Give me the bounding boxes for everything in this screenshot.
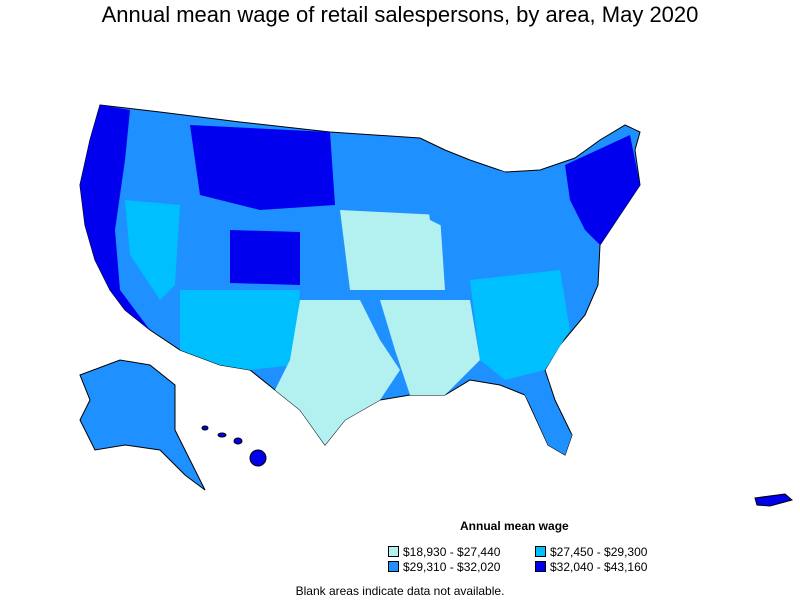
northeast-region: [565, 135, 640, 245]
legend-swatch-2: [535, 546, 546, 557]
mountain-north-region: [190, 125, 335, 210]
legend-item-3: $29,310 - $32,020: [388, 560, 500, 574]
legend-label-2: $27,450 - $29,300: [550, 545, 648, 559]
colorado-region: [230, 230, 300, 285]
legend-swatch-1: [388, 546, 399, 557]
alaska-shape: [79, 359, 206, 491]
great-lakes-region: [420, 150, 520, 240]
legend-label-1: $18,930 - $27,440: [403, 545, 501, 559]
blank-areas-note: Blank areas indicate data not available.: [295, 584, 505, 598]
hawaii-islands: [201, 425, 267, 467]
legend-title: Annual mean wage: [460, 519, 569, 533]
texas-region: [275, 300, 400, 445]
legend-item-1: $18,930 - $27,440: [388, 545, 500, 559]
west-coast-region: [80, 105, 150, 330]
legend-item-2: $27,450 - $29,300: [535, 545, 647, 559]
legend-item-4: $32,040 - $43,160: [535, 560, 647, 574]
midwest-region: [340, 210, 445, 290]
nevada-region: [125, 200, 180, 300]
legend-swatch-4: [535, 561, 546, 572]
legend-label-3: $29,310 - $32,020: [403, 560, 501, 574]
puerto-rico-shape: [754, 493, 794, 507]
legend-swatch-3: [388, 561, 399, 572]
southeast-region: [470, 270, 570, 380]
map-title: Annual mean wage of retail salespersons,…: [101, 2, 699, 27]
legend-label-4: $32,040 - $43,160: [550, 560, 648, 574]
south-central-region: [380, 300, 480, 395]
florida-region: [520, 380, 572, 455]
southwest-region: [180, 290, 300, 370]
